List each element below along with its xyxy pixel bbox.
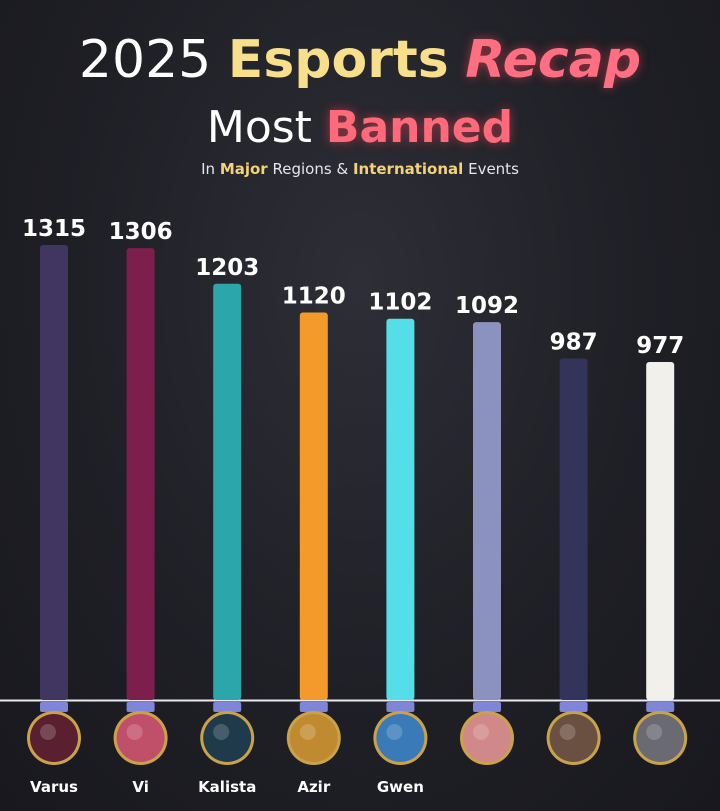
data-label: 1120	[282, 283, 346, 309]
tick-label: Gwen	[377, 778, 424, 796]
data-label: 1203	[195, 255, 259, 281]
title-esports: Esports	[227, 30, 449, 90]
subtitle-events: Events	[468, 160, 519, 178]
title-recap: Recap	[465, 30, 642, 90]
data-label: 1306	[109, 219, 173, 245]
avatar-highlight	[299, 724, 316, 740]
avatar-tab	[559, 702, 588, 712]
avatar-highlight	[559, 724, 576, 740]
bar-gwen	[386, 318, 415, 700]
avatar-tab	[386, 702, 415, 712]
champion-avatar	[546, 711, 601, 765]
avatar-tab	[40, 702, 68, 712]
title-year: 2025	[78, 30, 212, 90]
tick-label: Vi	[132, 778, 149, 796]
avatar-portrait	[376, 714, 425, 762]
avatar-tab	[126, 702, 155, 712]
bar-kalista	[213, 283, 242, 700]
avatar-highlight	[126, 724, 143, 740]
champion-avatar	[113, 711, 168, 765]
avatar-portrait	[636, 714, 685, 762]
avatar-portrait	[549, 714, 598, 762]
avatar-portrait	[203, 714, 252, 762]
subtitle-international: International	[352, 160, 464, 178]
avatar-highlight	[213, 724, 230, 740]
avatar-portrait	[116, 714, 165, 762]
tick-label: Kalista	[198, 778, 256, 796]
avatar-portrait	[463, 714, 511, 762]
data-label: 1092	[455, 293, 519, 319]
avatar-highlight	[646, 724, 663, 740]
bar-champion-8	[646, 361, 675, 700]
avatar-highlight	[386, 724, 403, 740]
subtitle-prefix: In	[201, 160, 216, 178]
avatar-tab	[299, 702, 328, 712]
data-label: 987	[550, 329, 598, 355]
avatar-tab	[646, 702, 675, 712]
tick-label: Azir	[297, 778, 330, 796]
bar-varus	[40, 245, 68, 700]
champion-avatar	[373, 711, 428, 765]
champion-avatar	[286, 711, 341, 765]
bar-vi	[126, 248, 155, 700]
avatar-portrait	[30, 714, 78, 762]
subtitle-amp: &	[336, 160, 349, 178]
title-banned: Banned	[325, 102, 514, 153]
chart-subtitle: In Major Regions & International Events	[0, 158, 720, 180]
bar-champion-7	[559, 358, 588, 700]
avatar-portrait	[289, 714, 338, 762]
data-label: 977	[636, 333, 684, 359]
chart-title-second-line: Most Banned	[0, 100, 720, 156]
title-most: Most	[206, 102, 312, 153]
avatar-tab	[213, 702, 242, 712]
bar-champion-6	[473, 322, 501, 700]
champion-avatar	[633, 711, 688, 765]
bar-azir	[299, 312, 328, 700]
champion-avatar	[460, 711, 514, 765]
data-label: 1102	[368, 290, 432, 316]
avatar-highlight	[473, 724, 489, 740]
avatar-tab	[473, 702, 501, 712]
champion-avatar	[200, 711, 255, 765]
subtitle-regions: Regions	[272, 160, 332, 178]
avatar-highlight	[40, 724, 56, 740]
data-label: 1315	[22, 216, 86, 242]
champion-avatar	[27, 711, 81, 765]
chart-title: 2025 Esports Recap	[0, 28, 720, 92]
subtitle-major: Major	[219, 160, 268, 178]
tick-label: Varus	[30, 778, 78, 796]
